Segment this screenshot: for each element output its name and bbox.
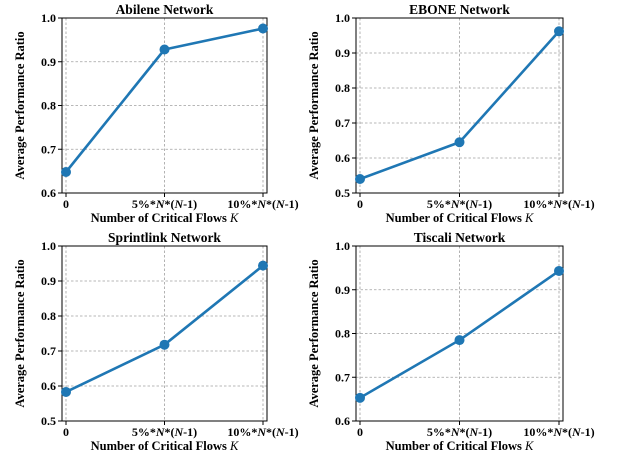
y-axis-label: Average Performance Ratio xyxy=(307,259,321,407)
y-tick-label: 0.7 xyxy=(335,370,350,384)
data-point xyxy=(355,392,365,403)
x-axis-label: Number of Critical Flows K xyxy=(386,439,534,453)
x-tick-label: 5%*N*(N-1) xyxy=(427,425,492,439)
y-tick-label: 0.6 xyxy=(335,151,350,165)
data-point xyxy=(454,335,465,346)
grid xyxy=(356,245,563,422)
data-point xyxy=(258,23,268,34)
chart-panel-tiscali: Tiscali Network Average Performance Rati… xyxy=(307,230,595,453)
y-tick-label: 0.9 xyxy=(335,283,350,297)
data-point xyxy=(61,167,71,177)
y-tick-label: 0.5 xyxy=(335,186,350,200)
y-axis-label: Average Performance Ratio xyxy=(13,31,27,179)
x-tick-label: 10%*N*(N-1) xyxy=(523,197,594,211)
y-tick-label: 0.6 xyxy=(41,379,56,393)
y-tick-label: 0.8 xyxy=(41,99,56,113)
y-tick-label: 1.0 xyxy=(335,11,350,25)
grid xyxy=(62,17,267,194)
y-tick-label: 0.7 xyxy=(41,344,56,358)
x-tick-label: 10%*N*(N-1) xyxy=(523,425,594,439)
x-tick-label: 0 xyxy=(357,425,363,439)
chart-title: Tiscali Network xyxy=(414,230,506,245)
y-tick-label: 0.9 xyxy=(335,46,350,60)
grid xyxy=(356,17,563,194)
y-tick-label: 0.6 xyxy=(41,186,56,200)
x-tick-label: 5%*N*(N-1) xyxy=(427,197,492,211)
x-axis-label: Number of Critical Flows K xyxy=(91,211,239,225)
chart-panel-abilene: Abilene Network Average Performance Rati… xyxy=(13,2,299,225)
x-tick-label: 10%*N*(N-1) xyxy=(227,197,298,211)
x-tick-label: 10%*N*(N-1) xyxy=(227,425,298,439)
data-point xyxy=(258,260,268,271)
y-axis-label: Average Performance Ratio xyxy=(307,31,321,179)
chart-title: Abilene Network xyxy=(116,2,214,17)
y-tick-label: 1.0 xyxy=(41,11,56,25)
x-tick-label: 5%*N*(N-1) xyxy=(132,425,197,439)
y-axis-label: Average Performance Ratio xyxy=(13,259,27,407)
chart-panel-ebone: EBONE Network Average Performance Ratio … xyxy=(307,2,595,225)
y-tick-label: 0.5 xyxy=(41,414,56,428)
chart-title: Sprintlink Network xyxy=(108,230,221,245)
chart-title: EBONE Network xyxy=(409,2,510,17)
y-tick-label: 1.0 xyxy=(335,239,350,253)
data-point xyxy=(159,44,170,55)
y-tick-label: 0.6 xyxy=(335,414,350,428)
data-point xyxy=(355,174,365,184)
y-tick-label: 1.0 xyxy=(41,239,56,253)
data-point xyxy=(159,339,170,350)
y-tick-label: 0.7 xyxy=(41,142,56,156)
x-tick-label: 0 xyxy=(63,197,69,211)
y-tick-label: 0.9 xyxy=(41,274,56,288)
data-point xyxy=(554,26,564,37)
y-tick-label: 0.8 xyxy=(335,327,350,341)
y-tick-label: 0.9 xyxy=(41,55,56,69)
y-tick-label: 0.8 xyxy=(41,309,56,323)
data-point xyxy=(454,137,465,148)
data-point xyxy=(554,265,564,276)
x-axis-label: Number of Critical Flows K xyxy=(91,439,239,453)
x-tick-label: 0 xyxy=(63,425,69,439)
data-point xyxy=(61,386,71,397)
y-tick-label: 0.7 xyxy=(335,116,350,130)
x-tick-label: 5%*N*(N-1) xyxy=(132,197,197,211)
x-axis-label: Number of Critical Flows K xyxy=(386,211,534,225)
y-tick-label: 0.8 xyxy=(335,81,350,95)
grid xyxy=(62,245,267,422)
x-tick-label: 0 xyxy=(357,197,363,211)
chart-panel-sprintlink: Sprintlink Network Average Performance R… xyxy=(13,230,299,453)
